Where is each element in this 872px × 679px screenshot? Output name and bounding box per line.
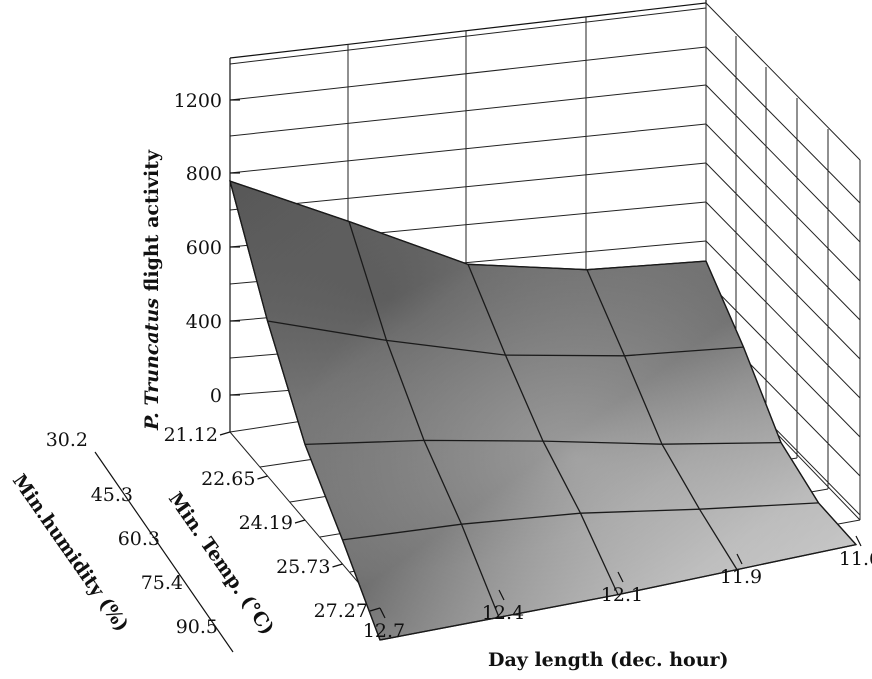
- x-tick-mark: [498, 589, 505, 601]
- humidity-tick-label: 90.5: [176, 616, 218, 638]
- humidity-tick-label: 75.4: [141, 572, 183, 594]
- z-tick-label: 400: [186, 311, 222, 333]
- y-tick-label: 21.12: [164, 424, 218, 446]
- z-tick-label: 0: [210, 385, 222, 407]
- x-tick-label: 11.6: [839, 548, 872, 570]
- z-tick-label: 1200: [174, 90, 222, 112]
- x-tick-label: 12.1: [601, 584, 643, 606]
- humidity-tick-label: 45.3: [91, 484, 133, 506]
- z-axis-title: P. Truncatus flight activity: [141, 149, 163, 431]
- x-tick-label: 11.9: [720, 566, 762, 588]
- y-tick-mark: [332, 563, 343, 568]
- humidity-tick-label: 60.3: [118, 528, 160, 550]
- mesh-line-daylength: [467, 264, 619, 595]
- humidity-axis-line: [94, 451, 234, 653]
- x-tick-label: 12.7: [363, 620, 405, 642]
- mesh-line-daylength: [586, 269, 738, 570]
- y-tick-label: 22.65: [201, 468, 255, 490]
- x-axis-day-length: 12.7 12.4 12.1 11.9 11.6: [363, 535, 872, 642]
- z-tick-label: 600: [186, 237, 222, 259]
- y-tick-label: 25.73: [276, 556, 330, 578]
- y-axis-min-temp: 21.12 22.65 24.19 25.73 27.27: [164, 424, 381, 622]
- x-tick-mark: [617, 571, 624, 583]
- y-tick-mark: [369, 607, 381, 612]
- x-tick-mark: [379, 607, 386, 619]
- mesh-line-daylength: [705, 260, 857, 546]
- x-tick-label: 12.4: [482, 602, 524, 624]
- mesh-line-daylength: [229, 180, 381, 641]
- y-tick-mark: [294, 519, 306, 524]
- y-tick-mark: [219, 431, 231, 436]
- x-axis-title: Day length (dec. hour): [488, 649, 729, 671]
- y-tick-label: 24.19: [239, 512, 293, 534]
- z-tick-label: 800: [186, 163, 222, 185]
- humidity-axis: 30.2 45.3 60.3 75.4 90.5: [46, 429, 234, 653]
- z-axis: 1200 800 600 400 0: [174, 58, 240, 432]
- x-tick-mark: [736, 553, 743, 565]
- response-surface: [229, 180, 858, 641]
- humidity-tick-label: 30.2: [46, 429, 88, 451]
- x-tick-mark: [855, 535, 862, 547]
- y-tick-label: 27.27: [314, 600, 368, 622]
- mesh-line-daylength: [348, 221, 500, 618]
- y-tick-mark: [257, 475, 268, 480]
- surface-shade-light: [230, 181, 856, 640]
